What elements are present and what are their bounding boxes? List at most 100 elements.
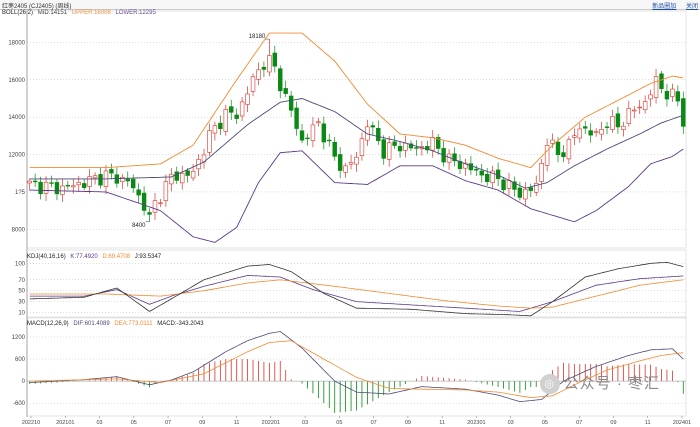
candle-body [169, 173, 174, 185]
kdj-j-label: J:93.5347 [134, 254, 162, 260]
candle-body [381, 139, 386, 159]
candle-body [343, 165, 348, 173]
candle-body [485, 173, 490, 182]
x-tick-label: 03 [508, 420, 514, 426]
candle-body [299, 130, 305, 141]
candle-body [370, 125, 376, 128]
candle-body [87, 176, 92, 187]
candle-body [577, 128, 583, 139]
boll-mid-label: MID:14151 [37, 10, 68, 16]
candle-body [468, 163, 474, 171]
candle-body [163, 181, 169, 201]
macd-dif-label: DIF:601.4089 [73, 321, 110, 327]
candle-body [637, 106, 642, 109]
x-tick-label: 07 [576, 420, 582, 426]
macd-value-label: MACD:-343.2043 [157, 321, 204, 327]
boll-legend: BOLL(26,2) MID:14151 UPPER:16008 LOWER:1… [2, 10, 159, 16]
candle-body [185, 170, 190, 176]
candle-body [65, 184, 71, 187]
macd-histogram-group [29, 359, 684, 413]
candle-body [523, 188, 528, 200]
candle-body [190, 171, 196, 179]
candle-body [512, 181, 517, 190]
close-link[interactable]: 关闭 [685, 4, 698, 10]
candle-body [593, 131, 599, 134]
candle-body [81, 183, 87, 188]
candles-group [27, 39, 686, 222]
candle-body [626, 108, 632, 124]
macd-indicator-label: MACD(12,26,9) [27, 321, 69, 327]
candle-body [71, 185, 76, 188]
candle-body [425, 146, 430, 151]
candle-body [109, 169, 114, 174]
candle-body [27, 180, 32, 184]
candle-body [207, 130, 212, 153]
kdj-legend: KDJ(40,16,16) K:77.4920 D:69.4708 J:93.5… [27, 254, 164, 260]
candle-body [414, 147, 419, 149]
x-tick-label: 11 [439, 420, 445, 426]
add-to-watchlist-link[interactable]: 新品圈加 [652, 4, 677, 10]
candle-body [653, 76, 659, 98]
candle-body [114, 174, 120, 184]
kdj-y-tick-label: 70 [18, 278, 25, 284]
candle-body [506, 180, 512, 189]
candle-body [316, 121, 321, 124]
x-tick-label: 202210 [22, 420, 40, 426]
candle-body [561, 152, 566, 158]
chart-title: 红枣2405 (CJ2405) (周线) [2, 4, 72, 10]
candle-body [435, 137, 441, 149]
price-y-tick-label: 18000 [8, 40, 25, 46]
candle-body [223, 108, 228, 132]
x-tick-label: 07 [165, 420, 171, 426]
boll-mid-line [29, 98, 684, 189]
macd-dea-label: DEA:773.0111 [114, 321, 153, 327]
candle-body [278, 68, 283, 92]
candle-body [463, 162, 468, 169]
header-links: 新品圈加 关闭 [644, 1, 698, 10]
candle-body [386, 142, 392, 160]
candle-body [256, 69, 261, 80]
price-annotation: 8400 [132, 223, 146, 229]
candle-body [615, 113, 621, 128]
x-tick-label: 09 [199, 420, 205, 426]
candle-body [675, 91, 681, 102]
candle-body [321, 123, 327, 143]
macd-legend: MACD(12,26,9) DIF:601.4089 DEA:773.0111 … [27, 321, 207, 327]
x-tick-label: 03 [302, 420, 308, 426]
candle-body [136, 189, 141, 196]
price-y-tick-label: 14000 [8, 115, 25, 121]
candle-body [120, 176, 125, 182]
kdj-d-line [29, 279, 684, 309]
candle-body [54, 182, 60, 195]
macd-y-tick-label: 0 [22, 379, 26, 385]
candle-body [234, 114, 239, 119]
candle-body [305, 137, 310, 140]
candle-body [539, 163, 544, 182]
candle-body [664, 90, 670, 100]
candle-body [452, 153, 457, 162]
x-tick-label: 202101 [56, 420, 74, 426]
macd-dif-line [29, 331, 684, 403]
macd-dea-line [29, 340, 684, 399]
candle-body [354, 156, 359, 165]
candle-body [229, 106, 234, 113]
candle-body [397, 146, 403, 152]
x-tick-label: 09 [610, 420, 616, 426]
kdj-y-tick-label: 100 [15, 261, 26, 267]
candle-body [32, 180, 38, 183]
candle-body [125, 178, 130, 182]
candle-body [681, 98, 686, 127]
candle-body [337, 154, 343, 171]
candle-body [49, 182, 54, 184]
boll-lower-label: LOWER:12295 [115, 10, 156, 16]
x-tick-label: 05 [336, 420, 342, 426]
candle-body [310, 124, 316, 141]
candle-body [490, 170, 495, 184]
candle-body [670, 88, 675, 97]
candle-body [283, 88, 288, 94]
x-tick-label: 202401 [673, 420, 691, 426]
candle-body [588, 130, 593, 136]
candle-body [212, 125, 218, 134]
candle-body [141, 192, 147, 211]
